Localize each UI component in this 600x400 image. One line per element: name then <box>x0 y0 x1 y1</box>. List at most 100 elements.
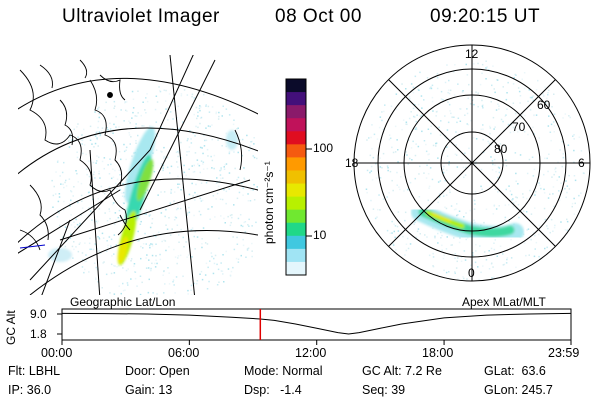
noise-pixel <box>159 258 162 261</box>
noise-pixel <box>101 160 104 163</box>
noise-pixel <box>505 98 508 101</box>
noise-pixel <box>425 150 428 153</box>
noise-pixel <box>169 234 172 236</box>
noise-pixel <box>550 123 553 126</box>
noise-pixel <box>156 293 158 295</box>
noise-pixel <box>122 183 124 185</box>
noise-pixel <box>167 107 169 109</box>
noise-pixel <box>389 170 392 173</box>
noise-pixel <box>95 162 97 164</box>
time-label-2359: 23:59 <box>548 346 580 360</box>
noise-pixel <box>114 212 117 214</box>
noise-pixel <box>463 216 465 218</box>
noise-pixel <box>561 140 563 143</box>
noise-pixel <box>566 191 568 194</box>
noise-pixel <box>97 145 99 147</box>
noise-pixel <box>525 254 527 257</box>
noise-pixel <box>370 165 373 168</box>
noise-pixel <box>537 79 539 82</box>
noise-pixel <box>76 156 79 159</box>
noise-pixel <box>457 214 459 216</box>
noise-pixel <box>464 259 467 261</box>
noise-pixel <box>493 276 495 278</box>
noise-pixel <box>199 171 201 174</box>
noise-pixel <box>189 130 192 132</box>
noise-pixel <box>248 225 250 227</box>
noise-pixel <box>238 191 241 194</box>
noise-pixel <box>202 152 204 155</box>
noise-pixel <box>260 234 262 236</box>
noise-pixel <box>485 67 487 69</box>
noise-pixel <box>371 179 374 181</box>
noise-pixel <box>198 164 201 167</box>
noise-pixel <box>126 208 128 210</box>
noise-pixel <box>405 243 408 245</box>
noise-pixel <box>510 269 512 272</box>
noise-pixel <box>200 160 203 162</box>
noise-pixel <box>170 165 173 168</box>
noise-pixel <box>140 257 142 260</box>
noise-pixel <box>103 167 105 170</box>
noise-pixel <box>111 203 114 206</box>
noise-pixel <box>124 289 126 291</box>
noise-pixel <box>388 192 390 194</box>
noise-pixel <box>259 197 261 199</box>
noise-pixel <box>182 121 184 123</box>
noise-pixel <box>178 152 180 154</box>
noise-pixel <box>469 103 472 105</box>
noise-pixel <box>149 268 152 271</box>
noise-pixel <box>519 129 521 131</box>
noise-pixel <box>62 183 64 186</box>
noise-pixel <box>100 130 103 132</box>
noise-pixel <box>77 136 79 138</box>
noise-pixel <box>421 114 423 117</box>
noise-pixel <box>187 293 189 295</box>
noise-pixel <box>544 86 546 88</box>
noise-pixel <box>97 120 100 123</box>
noise-pixel <box>129 122 131 124</box>
noise-pixel <box>70 190 72 192</box>
noise-pixel <box>73 241 75 243</box>
noise-pixel <box>196 236 199 238</box>
noise-pixel <box>544 157 546 160</box>
noise-pixel <box>92 187 94 190</box>
noise-pixel <box>234 167 236 170</box>
noise-pixel <box>470 119 472 122</box>
noise-pixel <box>514 152 517 154</box>
noise-pixel <box>499 143 502 145</box>
noise-pixel <box>574 179 577 182</box>
noise-pixel <box>530 238 532 241</box>
noise-pixel <box>84 268 86 271</box>
noise-pixel <box>417 103 420 106</box>
noise-pixel <box>219 174 222 176</box>
noise-pixel <box>64 181 66 184</box>
noise-pixel <box>73 221 75 223</box>
noise-pixel <box>547 94 549 96</box>
noise-pixel <box>213 154 216 157</box>
noise-pixel <box>435 111 438 113</box>
noise-pixel <box>134 277 137 280</box>
noise-pixel <box>547 92 549 94</box>
noise-pixel <box>99 134 102 137</box>
noise-pixel <box>475 243 477 246</box>
noise-pixel <box>429 87 431 90</box>
noise-pixel <box>260 157 262 159</box>
noise-pixel <box>491 277 493 279</box>
noise-pixel <box>176 262 178 265</box>
noise-pixel <box>562 156 565 159</box>
noise-pixel <box>192 297 194 299</box>
noise-pixel <box>495 170 497 173</box>
noise-pixel <box>120 264 122 266</box>
noise-pixel <box>122 289 125 292</box>
noise-pixel <box>162 164 165 167</box>
noise-pixel <box>533 133 535 135</box>
noise-pixel <box>69 133 72 135</box>
noise-pixel <box>76 172 78 175</box>
noise-pixel <box>402 235 404 238</box>
noise-pixel <box>89 139 92 141</box>
noise-pixel <box>193 113 195 116</box>
noise-pixel <box>197 163 199 165</box>
noise-pixel <box>151 254 154 257</box>
noise-pixel <box>507 81 509 84</box>
noise-pixel <box>93 146 95 148</box>
